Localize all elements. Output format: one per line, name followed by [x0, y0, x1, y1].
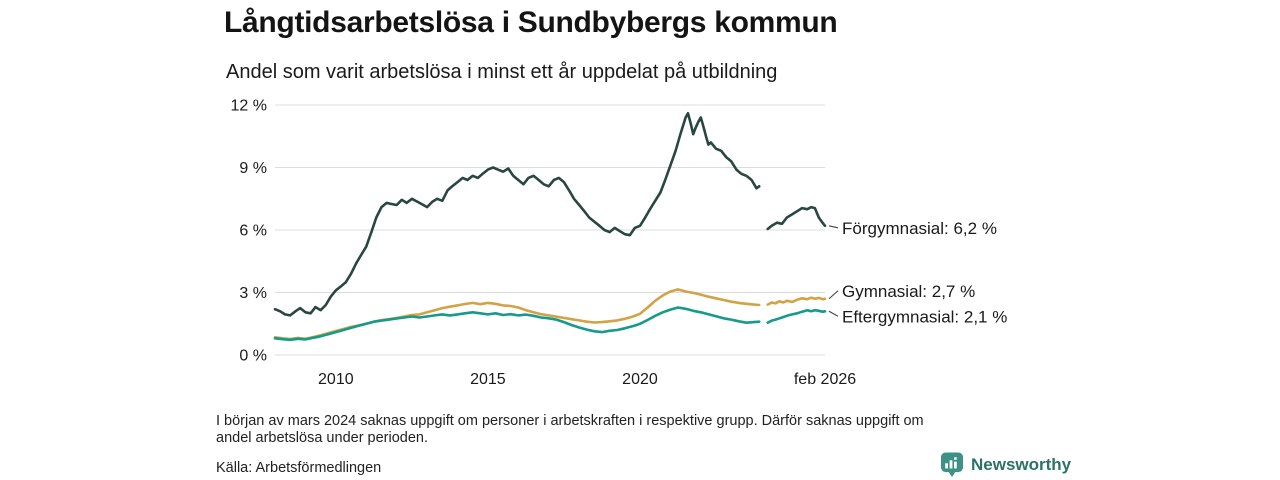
y-axis-tick-label: 0 %	[239, 348, 267, 365]
source-text: Källa: Arbetsförmedlingen	[216, 460, 382, 476]
series-line-forgymnasial	[766, 205, 827, 231]
y-axis-tick-label: 6 %	[239, 223, 267, 240]
bar-chart-speech-bubble-icon	[941, 452, 963, 477]
series-line-forgymnasial	[273, 112, 761, 317]
line-chart: 12 % 9 % 6 % 3 % 0 % 2010 2015 2020 feb 2026 Förg…	[231, 98, 1008, 389]
y-axis-tick-label: 12 %	[231, 98, 267, 115]
series-end-label-gymnasial: Gymnasial: 2,7 %	[842, 282, 975, 301]
brand-name: Newsworthy	[971, 455, 1072, 474]
series-line-eftergymnasial	[766, 308, 827, 324]
y-axis-tick-label: 3 %	[239, 285, 267, 302]
series-label-leader	[828, 290, 839, 300]
chart-subtitle: Andel som varit arbetslösa i minst ett å…	[226, 61, 778, 83]
series-line-eftergymnasial	[273, 306, 761, 342]
y-axis-tick-label: 9 %	[239, 160, 267, 177]
series-line-gymnasial	[766, 296, 827, 306]
series-end-label-eftergymnasial: Eftergymnasial: 2,1 %	[842, 307, 1007, 326]
series-label-leader	[828, 225, 839, 229]
x-axis-tick-label: feb 2026	[794, 371, 856, 388]
footnote-line-1: I början av mars 2024 saknas uppgift om …	[216, 413, 924, 429]
page-title: Långtidsarbetslösa i Sundbybergs kommun	[224, 6, 838, 39]
chart-footnote: I början av mars 2024 saknas uppgift om …	[216, 413, 924, 446]
x-axis-tick-label: 2015	[470, 371, 506, 388]
x-axis-tick-label: 2020	[622, 371, 658, 388]
x-axis-tick-label: 2010	[318, 371, 354, 388]
brand-logo: Newsworthy	[940, 451, 1071, 479]
series-end-label-forgymnasial: Förgymnasial: 6,2 %	[842, 219, 997, 238]
series-label-leader	[828, 310, 839, 317]
footnote-line-2: andel arbetslösa under perioden.	[216, 429, 429, 446]
